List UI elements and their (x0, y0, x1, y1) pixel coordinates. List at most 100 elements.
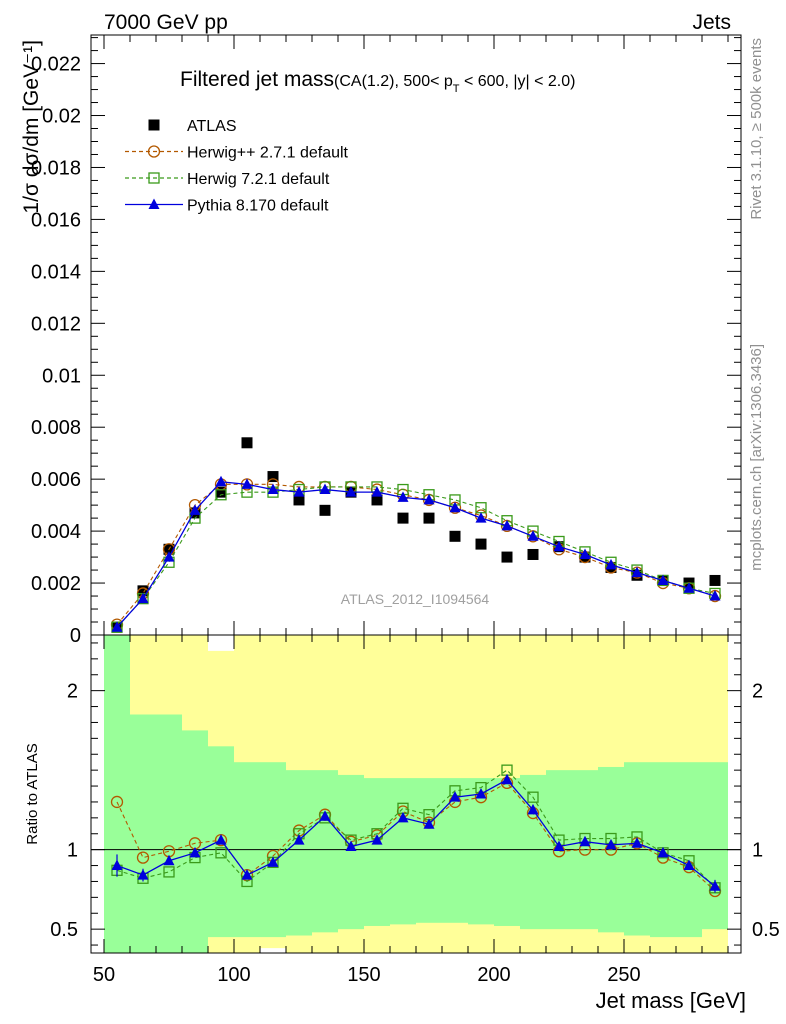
band-inner-bin (338, 774, 364, 930)
band-inner-bin (312, 770, 338, 933)
header-left: 7000 GeV pp (104, 11, 228, 34)
ratio-series-line (116, 769, 716, 889)
main-series-point (683, 582, 695, 593)
legend: ATLAS Herwig++ 2.7.1 default Herwig 7.2.1 … (125, 118, 349, 215)
ratio-uncertainty-bands (104, 635, 728, 953)
x-tick-label: 50 (93, 964, 115, 986)
main-series-point (267, 471, 279, 483)
band-inner-bin (286, 770, 312, 936)
main-series-point (293, 494, 305, 506)
main-series-point (709, 574, 721, 586)
ratio-series-point (501, 773, 513, 785)
ratio-series-point (189, 846, 201, 858)
main-series-point (241, 437, 253, 449)
y-tick-label-main: 0.01 (42, 365, 81, 387)
band-inner-bin (130, 714, 156, 953)
main-series-point (215, 486, 227, 498)
band-inner-bin (156, 714, 182, 953)
y-tick-label-main: 0.014 (31, 261, 81, 283)
main-series-point (397, 512, 409, 524)
main-series-point (163, 551, 175, 562)
main-series-line (116, 481, 716, 628)
ratio-series-point (553, 840, 565, 851)
y-tick-label-main: 0.008 (31, 417, 81, 439)
main-series-point (631, 566, 643, 578)
chart-title-main: Filtered jet mass (180, 68, 334, 91)
ratio-series-point (137, 869, 149, 880)
ratio-series-point (527, 803, 539, 815)
mcplots-label: mcplots.cern.ch [arXiv:1306.3436] (748, 344, 765, 571)
main-panel-series (110, 437, 722, 633)
y-tick-label-main: 0 (70, 625, 81, 647)
ratio-panel-series (110, 764, 722, 898)
y-tick-label-main: 0.004 (31, 521, 81, 543)
x-tick-label: 250 (607, 964, 640, 986)
main-series-point (475, 538, 487, 550)
y-axis-label-ratio: Ratio to ATLAS (24, 743, 41, 844)
y-tick-label-ratio-right: 1 (752, 840, 763, 862)
y-tick-label-ratio-left: 0.5 (50, 919, 78, 941)
chart-title: Filtered jet mass(CA(1.2), 500< pT < 600… (180, 68, 575, 95)
ratio-series-point (163, 854, 175, 866)
main-series-point (215, 475, 227, 487)
main-series-point (527, 530, 539, 541)
legend-label: ATLAS (187, 118, 237, 135)
main-series-point (137, 585, 149, 597)
main-series-point (137, 592, 149, 604)
ratio-series-point (163, 866, 175, 878)
main-series-point (449, 530, 461, 542)
ratio-series-point (267, 856, 279, 867)
x-axis-label: Jet mass [GeV] (596, 988, 746, 1013)
ratio-series-line (116, 778, 716, 887)
legend-marker (148, 198, 160, 209)
band-inner-bin (702, 762, 728, 930)
ratio-series-point (215, 834, 227, 845)
main-series-point (111, 621, 123, 632)
ratio-series-point (709, 880, 721, 891)
main-series-point (579, 548, 591, 559)
y-tick-label-main: 0.02 (42, 106, 81, 128)
ratio-series-point (475, 788, 487, 799)
rivet-label: Rivet 3.1.10, ≥ 500k events (748, 38, 765, 220)
ratio-series-point (215, 847, 227, 859)
chart-title-sub-sub: T (453, 83, 460, 95)
main-series-point (423, 512, 435, 524)
y-tick-label-main: 0.002 (31, 573, 81, 595)
main-series-point (189, 504, 201, 515)
main-series-point (657, 574, 669, 585)
band-inner-bin (442, 778, 468, 923)
y-tick-label-main: 0.016 (31, 209, 81, 231)
chart-title-sub-post: < 600, |y| < 2.0) (460, 73, 576, 90)
legend-label: Herwig 7.2.1 default (187, 171, 330, 188)
ratio-series-point (579, 835, 591, 847)
band-inner-bin (182, 730, 208, 953)
x-tick-label: 200 (477, 964, 510, 986)
watermark: ATLAS_2012_I1094564 (341, 591, 490, 607)
main-series-point (371, 486, 383, 497)
y-axis-label-main: 1/σ dσ/dm [GeV⁻¹] (20, 40, 43, 214)
ratio-series-point (449, 791, 461, 802)
x-tick-label: 150 (347, 964, 380, 986)
ratio-series-point (423, 818, 435, 829)
main-series-point (345, 486, 357, 497)
main-series-point (423, 493, 435, 505)
main-series-point (605, 558, 617, 570)
main-series-point (709, 590, 721, 601)
main-series-point (449, 501, 461, 513)
ratio-series-point (110, 795, 124, 809)
main-series-point (475, 512, 487, 523)
main-series-point (319, 483, 331, 495)
main-series-point (553, 540, 565, 552)
main-series-point (215, 489, 227, 501)
y-tick-label-main: 0.022 (31, 54, 81, 76)
main-series-point (241, 478, 253, 489)
y-tick-label-ratio-right: 0.5 (752, 919, 780, 941)
main-series-point (267, 483, 279, 495)
main-series-point (293, 486, 305, 497)
main-series-point (371, 494, 383, 506)
axes-ticks: 50 100 150 200 250 0 0.002 0.004 0.006 0.008 0.01 0… (31, 35, 780, 986)
main-series-point (397, 491, 409, 502)
main-series-point (527, 548, 539, 560)
legend-marker (147, 145, 161, 158)
y-tick-label-main: 0.006 (31, 469, 81, 491)
